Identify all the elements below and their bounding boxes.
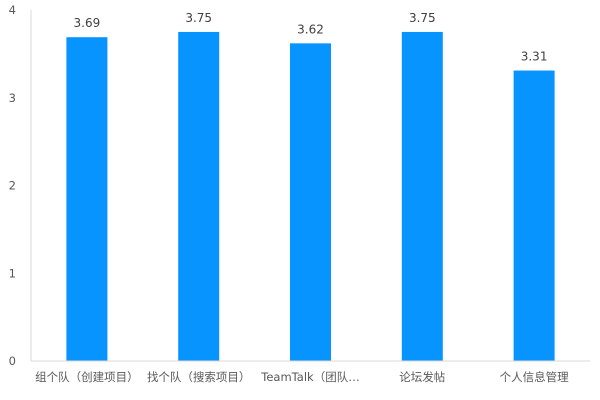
- bar: [178, 31, 220, 361]
- y-tick-label: 4: [9, 3, 16, 17]
- x-tick-label: TeamTalk（团队…: [260, 370, 359, 384]
- bar-series: [66, 31, 555, 362]
- y-tick-label: 3: [9, 91, 16, 105]
- data-label: 3.31: [521, 50, 548, 64]
- bar: [513, 70, 555, 362]
- y-tick-label: 2: [9, 179, 16, 193]
- x-axis: 组个队（创建项目） 找个队（搜索项目） TeamTalk（团队… 论坛发帖 个人信息管理: [31, 360, 590, 384]
- x-tick-label: 论坛发帖: [399, 370, 445, 384]
- data-labels: 3.69 3.75 3.62 3.75 3.31: [74, 11, 548, 64]
- data-label: 3.75: [185, 11, 212, 25]
- y-tick-label: 1: [9, 266, 16, 280]
- data-label: 3.62: [297, 22, 324, 36]
- y-axis: 0 1 2 3 4: [9, 3, 32, 368]
- x-tick-label: 组个队（创建项目）: [35, 370, 139, 384]
- bar: [66, 37, 108, 361]
- data-label: 3.75: [409, 11, 436, 25]
- data-label: 3.69: [74, 16, 101, 30]
- bar: [401, 31, 443, 361]
- bar: [290, 43, 331, 361]
- x-tick-label: 找个队（搜索项目）: [147, 370, 251, 384]
- x-tick-label: 个人信息管理: [500, 370, 569, 384]
- y-tick-label: 0: [9, 354, 16, 368]
